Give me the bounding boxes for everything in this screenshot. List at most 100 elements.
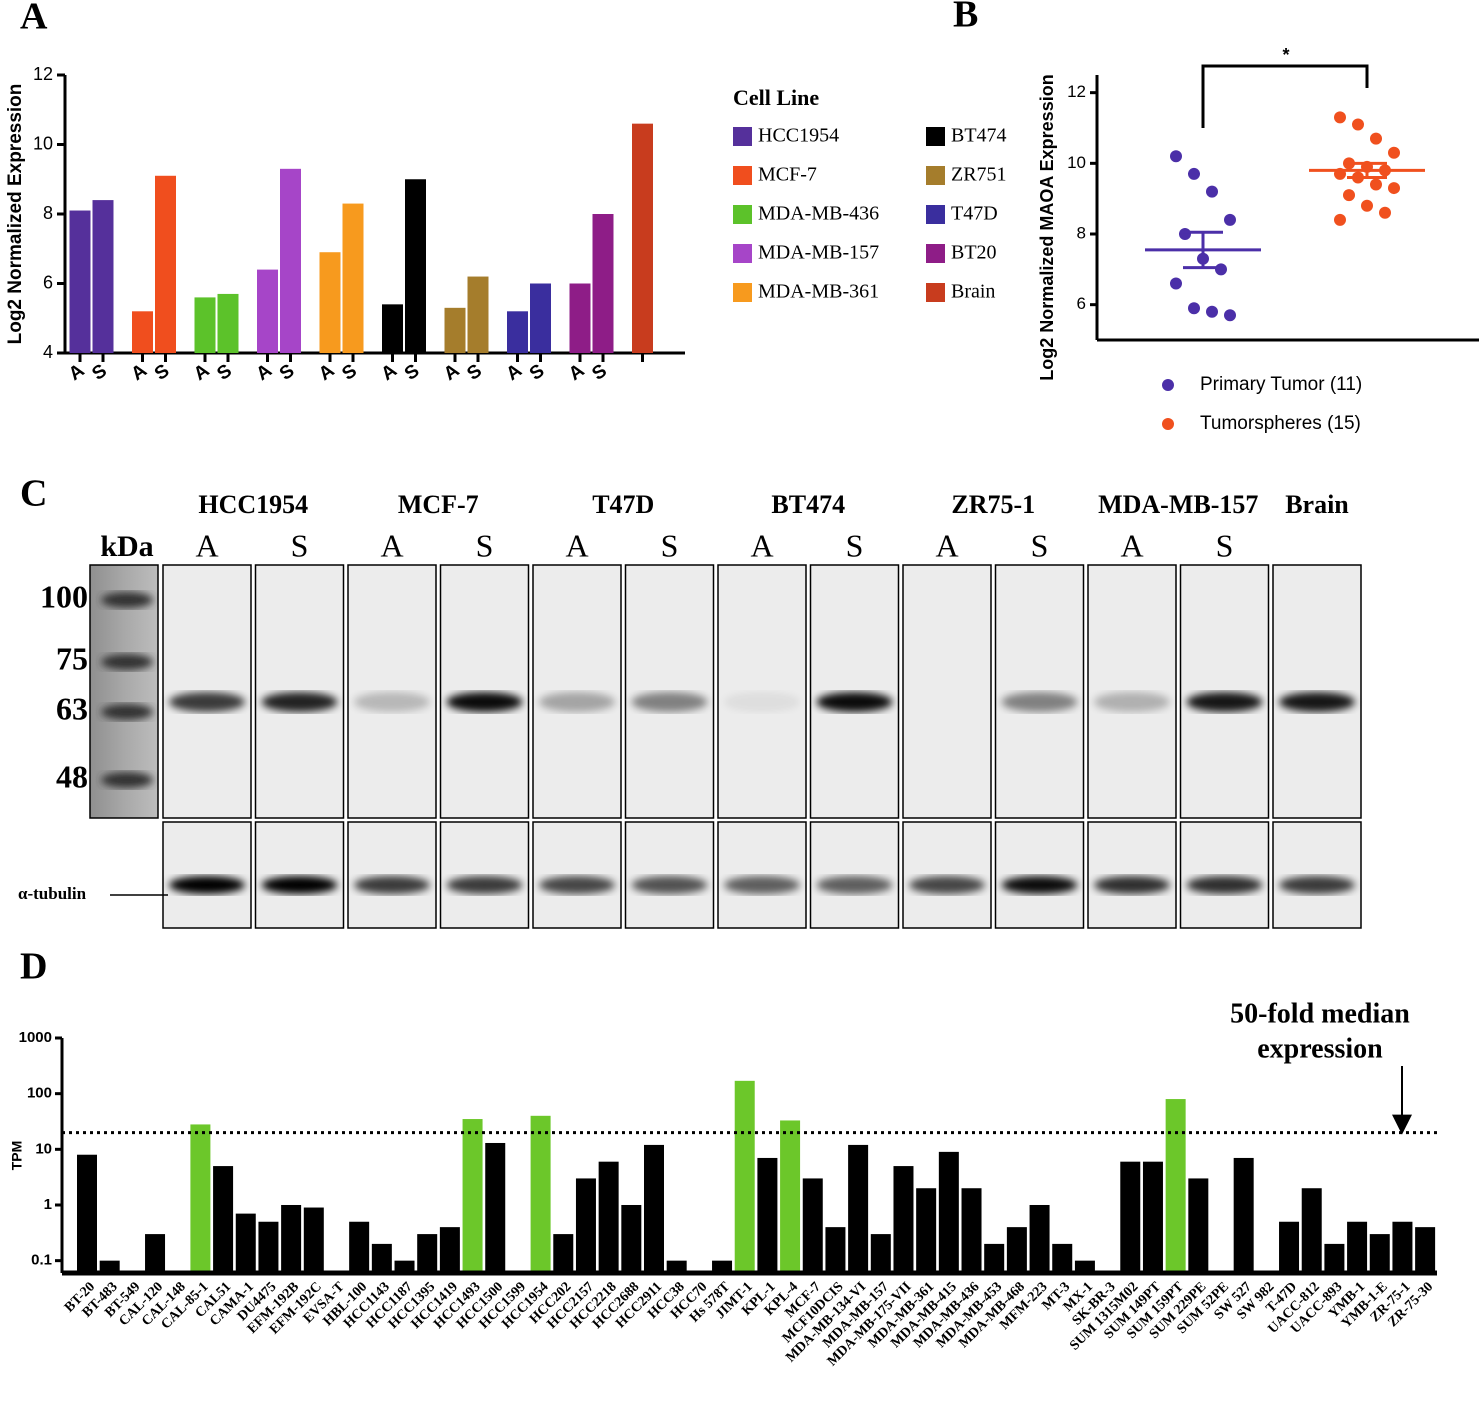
legend-label: Primary Tumor (11)	[1200, 374, 1362, 395]
annotation: 50-fold median	[1230, 998, 1410, 1029]
blot-lane	[902, 564, 992, 819]
data-point	[1388, 146, 1400, 159]
tubulin-band	[446, 876, 523, 894]
legend-label: MCF-7	[758, 164, 817, 186]
protein-band	[724, 692, 800, 712]
y-tick-label: 6	[1077, 294, 1086, 313]
blot-lane	[1179, 821, 1270, 929]
bar	[961, 1188, 982, 1273]
data-point	[1188, 302, 1200, 315]
protein-band	[631, 692, 708, 712]
bar	[258, 1221, 279, 1273]
y-tick-label: 8	[43, 203, 53, 223]
y-tick-label: 1	[44, 1196, 52, 1213]
bar	[592, 214, 614, 353]
bar	[1392, 1221, 1413, 1273]
bar	[916, 1188, 937, 1273]
x-tick-label: A	[253, 360, 277, 385]
y-tick-label: 8	[1077, 223, 1086, 242]
blot-lane	[254, 821, 345, 929]
y-tick-label: 6	[43, 272, 53, 292]
protein-band	[539, 692, 615, 712]
legend-title: Cell Line	[733, 85, 819, 110]
lane-label: A	[380, 527, 403, 563]
bar	[99, 1260, 120, 1273]
protein-band	[1001, 692, 1078, 712]
legend-swatch	[926, 127, 945, 146]
marker-label: 48	[56, 758, 88, 794]
bar	[644, 1144, 664, 1273]
blot-lane	[1087, 564, 1177, 819]
group-label: ZR75-1	[951, 490, 1035, 519]
data-point	[1206, 305, 1218, 318]
legend-swatch	[733, 205, 752, 224]
lane-label: S	[1216, 527, 1234, 563]
y-tick-label: 12	[1067, 82, 1086, 101]
bar	[1369, 1234, 1390, 1273]
legend-swatch	[926, 283, 945, 302]
blot-lane	[624, 821, 715, 929]
bar	[190, 1124, 211, 1273]
blot-lane	[439, 564, 530, 819]
tubulin-band	[169, 876, 245, 894]
bar	[280, 168, 301, 353]
bar	[530, 283, 551, 353]
blot-lane	[532, 821, 622, 929]
significance-bracket	[1201, 64, 1369, 128]
x-tick-label: S	[464, 360, 486, 384]
x-tick-label: A	[65, 360, 89, 385]
legend-swatch	[926, 166, 945, 185]
bar	[1188, 1178, 1209, 1273]
blot-lane	[1272, 564, 1362, 819]
bar	[530, 1115, 551, 1273]
legend-label: T47D	[951, 203, 998, 225]
tubulin-band	[1094, 876, 1170, 894]
blot-lane	[162, 564, 252, 819]
bar	[145, 1234, 166, 1273]
bar	[132, 311, 153, 353]
legend-label: MDA-MB-157	[758, 242, 879, 264]
protein-band	[1186, 692, 1263, 712]
legend-label: Brain	[951, 281, 995, 303]
blot-lane	[717, 564, 807, 819]
x-tick-label: S	[151, 360, 173, 384]
bar	[1052, 1243, 1073, 1273]
blot-lane	[347, 821, 437, 929]
legend-swatch	[926, 244, 945, 263]
bar	[217, 293, 239, 353]
blot-lane	[254, 564, 345, 819]
tubulin-band	[354, 876, 430, 894]
blot-lane	[809, 821, 900, 929]
bar	[780, 1120, 801, 1273]
legend-label: MDA-MB-361	[758, 281, 879, 303]
bar	[303, 1207, 324, 1273]
panel-label: C	[20, 473, 47, 515]
tubulin-band	[816, 876, 893, 894]
blot-lane	[809, 564, 900, 819]
bar	[1279, 1221, 1300, 1273]
protein-band	[169, 692, 245, 712]
x-tick-label: A	[315, 360, 339, 385]
tubulin-band	[724, 876, 800, 894]
bar	[155, 175, 176, 353]
bar	[598, 1161, 619, 1273]
ladder-band	[101, 704, 153, 720]
loading-control-label: α-tubulin	[18, 884, 87, 903]
bar	[349, 1221, 370, 1273]
protein-band	[354, 692, 430, 712]
y-tick-label: 4	[43, 342, 53, 362]
legend-label: HCC1954	[758, 125, 839, 147]
y-axis-label: TPM	[9, 1141, 25, 1171]
bar	[1415, 1227, 1436, 1273]
y-tick-label: 10	[35, 1140, 52, 1157]
ladder-label: kDa	[100, 530, 153, 563]
group-label: T47D	[592, 490, 654, 519]
marker-label: 63	[56, 690, 88, 726]
bar	[417, 1234, 438, 1273]
lane-label: A	[1120, 527, 1143, 563]
marker-label: 75	[56, 640, 88, 676]
bar	[257, 269, 278, 353]
data-point	[1370, 132, 1382, 145]
blot-lane	[994, 564, 1085, 819]
bar	[757, 1157, 778, 1273]
